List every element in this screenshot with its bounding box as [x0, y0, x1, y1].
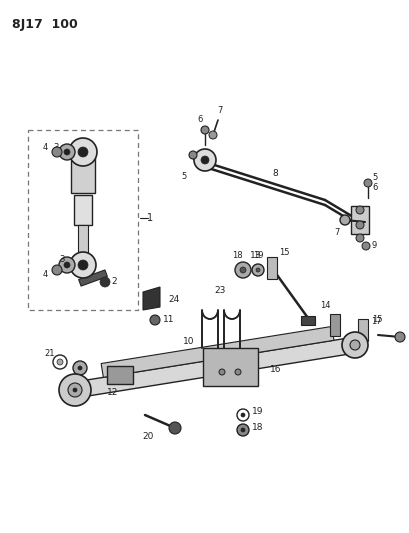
- Circle shape: [362, 242, 370, 250]
- Text: 15: 15: [372, 316, 382, 325]
- Text: 4: 4: [43, 143, 47, 152]
- Circle shape: [150, 315, 160, 325]
- Text: 9: 9: [372, 241, 377, 251]
- Text: 10: 10: [182, 337, 194, 346]
- Circle shape: [342, 332, 368, 358]
- Text: 18: 18: [231, 251, 242, 260]
- Bar: [107, 366, 133, 384]
- Bar: [74, 195, 92, 225]
- Circle shape: [241, 413, 245, 417]
- Bar: [301, 316, 315, 325]
- Circle shape: [70, 252, 96, 278]
- Circle shape: [252, 264, 264, 276]
- Circle shape: [235, 262, 251, 278]
- Text: 7: 7: [334, 228, 340, 237]
- Bar: [351, 206, 369, 234]
- Circle shape: [64, 262, 70, 268]
- Bar: [330, 314, 340, 336]
- Circle shape: [59, 144, 75, 160]
- Bar: [79, 270, 107, 286]
- Circle shape: [68, 383, 82, 397]
- Text: 21: 21: [45, 349, 55, 358]
- Text: 3: 3: [60, 255, 65, 264]
- Text: 15: 15: [279, 248, 290, 257]
- Polygon shape: [143, 287, 160, 310]
- Circle shape: [57, 359, 63, 365]
- Circle shape: [340, 215, 350, 225]
- Circle shape: [356, 206, 364, 214]
- Circle shape: [78, 366, 82, 370]
- Text: 19: 19: [252, 408, 263, 416]
- Text: 24: 24: [168, 295, 179, 304]
- Circle shape: [100, 277, 110, 287]
- Circle shape: [356, 234, 364, 242]
- Text: 5: 5: [372, 174, 377, 182]
- Circle shape: [169, 422, 181, 434]
- Text: 5: 5: [181, 172, 187, 181]
- Circle shape: [364, 179, 372, 187]
- Text: 19: 19: [253, 251, 263, 260]
- Circle shape: [201, 126, 209, 134]
- Circle shape: [356, 221, 364, 229]
- Circle shape: [64, 149, 70, 155]
- Circle shape: [219, 369, 225, 375]
- Text: 8J17  100: 8J17 100: [12, 18, 78, 31]
- Text: 8: 8: [272, 169, 278, 178]
- Circle shape: [235, 369, 241, 375]
- Polygon shape: [74, 337, 356, 398]
- Bar: [78, 225, 88, 255]
- Circle shape: [237, 424, 249, 436]
- Circle shape: [73, 361, 87, 375]
- Circle shape: [201, 156, 209, 164]
- Bar: [71, 157, 95, 192]
- Circle shape: [73, 388, 77, 392]
- Bar: [267, 257, 277, 279]
- Circle shape: [78, 147, 88, 157]
- Circle shape: [209, 131, 217, 139]
- Circle shape: [395, 332, 405, 342]
- Text: 13: 13: [250, 251, 262, 260]
- Circle shape: [78, 260, 88, 270]
- Text: 3: 3: [53, 143, 58, 152]
- Circle shape: [52, 265, 62, 275]
- Text: 23: 23: [214, 286, 226, 295]
- Text: 1: 1: [147, 213, 153, 223]
- Circle shape: [52, 147, 62, 157]
- Text: 12: 12: [107, 388, 119, 397]
- Text: 18: 18: [252, 423, 263, 432]
- Circle shape: [240, 267, 246, 273]
- Circle shape: [350, 340, 360, 350]
- Bar: [202, 348, 258, 386]
- Circle shape: [69, 138, 97, 166]
- Text: 17: 17: [371, 317, 381, 326]
- Text: 6: 6: [372, 183, 378, 192]
- Text: 4: 4: [43, 270, 47, 279]
- Polygon shape: [101, 326, 334, 377]
- Circle shape: [59, 257, 75, 273]
- Circle shape: [194, 149, 216, 171]
- Bar: [358, 319, 368, 341]
- Text: 22: 22: [68, 378, 78, 387]
- Text: 14: 14: [320, 301, 330, 310]
- Text: 20: 20: [142, 432, 154, 441]
- Circle shape: [189, 151, 197, 159]
- Bar: [28, 130, 138, 310]
- Circle shape: [59, 374, 91, 406]
- Circle shape: [241, 428, 245, 432]
- Text: 11: 11: [163, 316, 175, 325]
- Circle shape: [256, 268, 260, 272]
- Text: 2: 2: [111, 278, 117, 287]
- Text: 7: 7: [217, 106, 222, 115]
- Text: 16: 16: [270, 366, 281, 375]
- Text: 3: 3: [53, 265, 58, 274]
- Text: 6: 6: [197, 115, 203, 124]
